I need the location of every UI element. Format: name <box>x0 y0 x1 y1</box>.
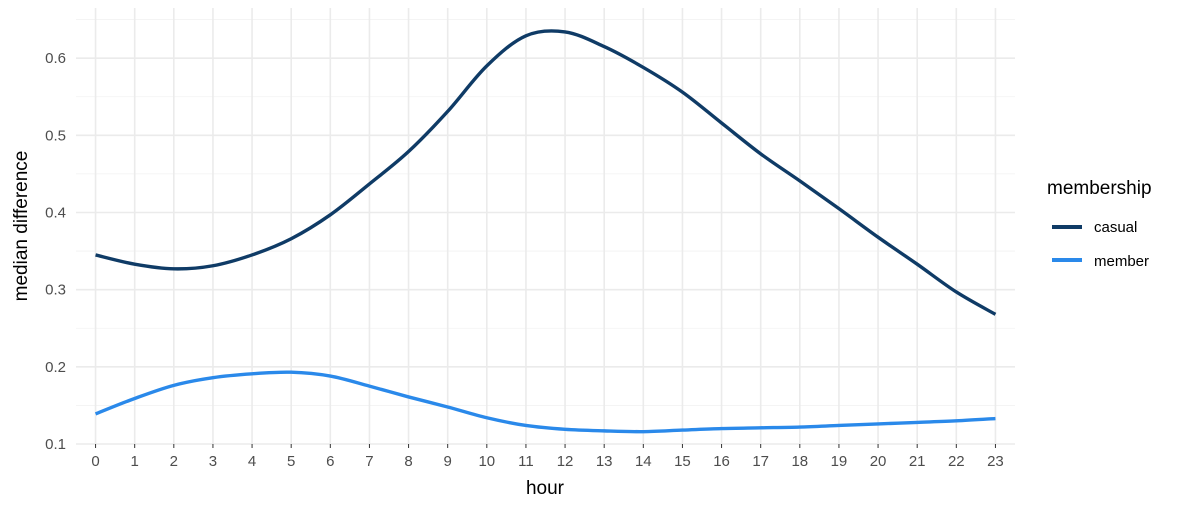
y-tick-label: 0.2 <box>45 359 66 376</box>
x-tick-label: 2 <box>170 453 178 470</box>
series-line-casual <box>95 29 997 316</box>
x-tick-label: 4 <box>248 453 256 470</box>
x-tick-label: 7 <box>365 453 373 470</box>
legend-label-casual: casual <box>1094 219 1137 236</box>
y-axis-title: median difference <box>11 151 32 302</box>
y-tick-label: 0.1 <box>45 436 66 453</box>
x-tick-label: 12 <box>557 453 574 470</box>
x-tick-label: 22 <box>948 453 965 470</box>
x-tick-label: 10 <box>478 453 495 470</box>
series-lines <box>94 29 997 434</box>
x-tick-label: 13 <box>596 453 613 470</box>
x-tick-label: 17 <box>752 453 769 470</box>
x-tick-label: 1 <box>131 453 139 470</box>
x-tick-label: 14 <box>635 453 652 470</box>
x-tick-label: 5 <box>287 453 295 470</box>
x-tick-label: 16 <box>713 453 730 470</box>
x-tick-label: 21 <box>909 453 926 470</box>
x-tick-label: 3 <box>209 453 217 470</box>
x-tick-label: 15 <box>674 453 691 470</box>
y-axis-ticks: 0.1 0.2 0.3 0.4 0.5 0.6 <box>45 50 66 453</box>
x-tick-label: 8 <box>404 453 412 470</box>
y-tick-label: 0.5 <box>45 127 66 144</box>
x-tick-label: 20 <box>870 453 887 470</box>
x-axis-ticks: 0 1 2 3 4 5 6 7 8 9 10 11 12 13 14 15 16 17 18 19 20 21 22 23 <box>91 444 1004 470</box>
x-tick-label: 9 <box>444 453 452 470</box>
y-tick-label: 0.3 <box>45 282 66 299</box>
x-tick-label: 0 <box>91 453 99 470</box>
legend-label-member: member <box>1094 253 1149 270</box>
x-axis-title: hour <box>526 478 565 499</box>
legend: membership casual member <box>1047 178 1152 270</box>
x-tick-label: 6 <box>326 453 334 470</box>
minor-gridlines <box>76 19 1015 406</box>
major-gridlines <box>76 8 1015 445</box>
legend-title: membership <box>1047 178 1152 199</box>
y-tick-label: 0.6 <box>45 50 66 67</box>
x-tick-label: 19 <box>831 453 848 470</box>
x-tick-label: 23 <box>987 453 1004 470</box>
x-tick-label: 11 <box>518 453 534 470</box>
y-tick-label: 0.4 <box>45 204 66 221</box>
x-tick-label: 18 <box>791 453 808 470</box>
series-line-member <box>94 370 996 434</box>
